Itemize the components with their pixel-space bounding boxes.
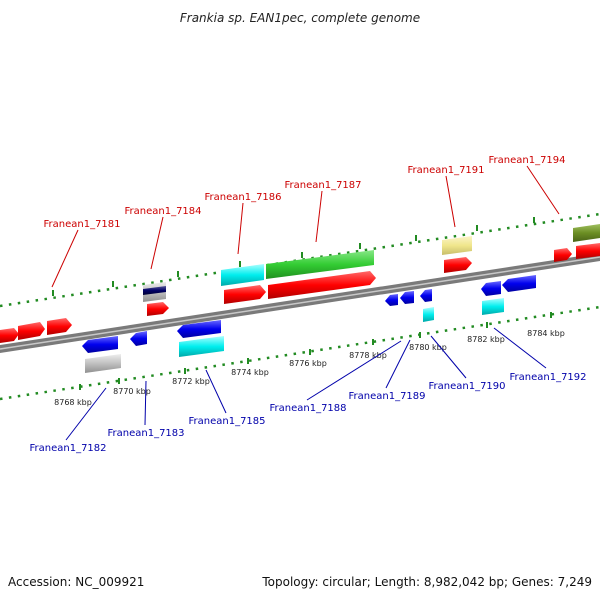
kbp-label: 8772 kbp	[172, 377, 210, 386]
feature-bar-7182-silver[interactable]	[85, 354, 121, 373]
gene-arrow[interactable]	[502, 275, 536, 292]
forward-leader-lines	[51, 165, 560, 288]
gene-franean1-7189-arrow[interactable]	[400, 291, 414, 304]
reverse-genes	[82, 275, 536, 373]
gene-franean1-7191-arrow[interactable]	[444, 257, 472, 273]
gene-franean1-7187-arrow[interactable]	[268, 271, 376, 299]
kbp-label: 8774 kbp	[231, 368, 269, 377]
gene-franean1-7185-arrow[interactable]	[177, 320, 221, 338]
reverse-gene-labels: Franean1_7182 Franean1_7183 Franean1_718…	[29, 372, 586, 454]
gene-label-franean1-7191[interactable]: Franean1_7191	[407, 165, 484, 176]
kbp-label: 8770 kbp	[113, 387, 151, 396]
kbp-label: 8776 kbp	[289, 359, 327, 368]
feature-bar-7191-khaki[interactable]	[442, 236, 472, 255]
gene-arrow[interactable]	[18, 322, 45, 340]
feature-bar-7192-cyan[interactable]	[482, 298, 504, 315]
kbp-label: 8780 kbp	[409, 343, 447, 352]
gene-arrow[interactable]	[576, 243, 600, 259]
kbp-label: 8782 kbp	[467, 335, 505, 344]
accession-text: Accession: NC_009921	[8, 575, 144, 589]
gene-franean1-7183-arrow[interactable]	[130, 331, 147, 346]
gene-label-franean1-7184[interactable]: Franean1_7184	[124, 206, 201, 217]
gene-arrow[interactable]	[224, 285, 266, 304]
feature-bar-7186-cyan[interactable]	[221, 264, 264, 286]
kbp-label: 8784 kbp	[527, 329, 565, 338]
map-title: Frankia sp. EAN1pec, complete genome	[180, 11, 420, 25]
gene-franean1-7188-arrow[interactable]	[385, 294, 398, 306]
gene-franean1-7184-arrow[interactable]	[147, 302, 169, 316]
gene-label-franean1-7190[interactable]: Franean1_7190	[428, 381, 505, 392]
gene-label-franean1-7189[interactable]: Franean1_7189	[348, 391, 425, 402]
feature-bar-7187-green[interactable]	[266, 250, 374, 279]
forward-gene-labels: Franean1_7181 Franean1_7184 Franean1_718…	[43, 155, 565, 230]
kbp-label: 8778 kbp	[349, 351, 387, 360]
forward-genes	[0, 224, 600, 343]
forward-major-ticks	[52, 217, 535, 296]
gene-franean1-7194-arrow[interactable]	[554, 248, 572, 262]
gene-franean1-7192-arrow[interactable]	[481, 281, 501, 296]
gene-label-franean1-7187[interactable]: Franean1_7187	[284, 180, 361, 191]
genome-summary-text: Topology: circular; Length: 8,982,042 bp…	[261, 575, 592, 589]
reverse-leader-lines	[65, 327, 547, 441]
reverse-major-ticks	[79, 312, 552, 390]
gene-label-franean1-7182[interactable]: Franean1_7182	[29, 443, 106, 454]
forward-tick-track	[0, 212, 600, 308]
feature-bar-7185-cyan[interactable]	[179, 336, 224, 357]
gene-label-franean1-7181[interactable]: Franean1_7181	[43, 219, 120, 230]
gene-label-franean1-7188[interactable]: Franean1_7188	[269, 403, 346, 414]
gene-label-franean1-7194[interactable]: Franean1_7194	[488, 155, 565, 166]
gene-franean1-7181-arrow[interactable]	[0, 328, 19, 343]
kbp-scale-labels: 8768 kbp 8770 kbp 8772 kbp 8774 kbp 8776…	[54, 329, 565, 407]
gene-franean1-7190-arrow[interactable]	[420, 289, 432, 302]
gene-label-franean1-7186[interactable]: Franean1_7186	[204, 192, 281, 203]
gene-label-franean1-7192[interactable]: Franean1_7192	[509, 372, 586, 383]
feature-bar-7194-olive[interactable]	[573, 224, 600, 242]
gene-label-franean1-7183[interactable]: Franean1_7183	[107, 428, 184, 439]
gene-arrow[interactable]	[47, 318, 72, 335]
kbp-label: 8768 kbp	[54, 398, 92, 407]
gene-label-franean1-7185[interactable]: Franean1_7185	[188, 416, 265, 427]
gene-franean1-7182-arrow[interactable]	[82, 336, 118, 353]
reverse-tick-track	[0, 305, 600, 401]
feature-bar-7184-navy[interactable]	[143, 286, 166, 295]
feature-bar-7190-cyan[interactable]	[423, 307, 434, 322]
